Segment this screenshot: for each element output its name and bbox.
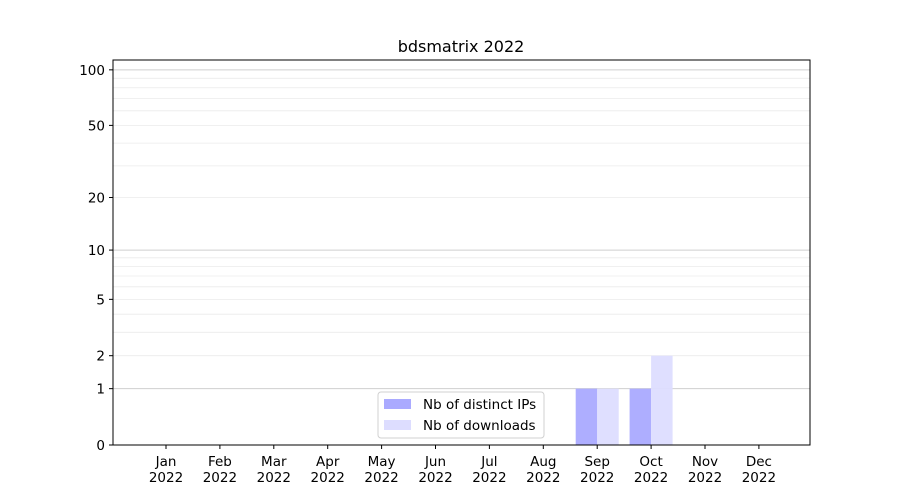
legend-box — [377, 391, 545, 439]
x-tick-label: Sep 2022 — [580, 454, 614, 486]
x-tick-label: Nov 2022 — [688, 454, 722, 486]
legend-swatch — [384, 399, 411, 409]
plot-frame — [112, 59, 811, 446]
legend: Nb of distinct IPs Nb of downloads — [377, 391, 545, 439]
y-tick-label: 100 — [79, 63, 105, 79]
legend-label: Nb of downloads — [423, 418, 536, 434]
y-tick-label: 0 — [96, 438, 105, 454]
x-tick-label: Apr 2022 — [311, 454, 345, 486]
y-tick-label: 20 — [88, 191, 105, 207]
x-tick-label: Jan 2022 — [149, 454, 183, 486]
y-tick-label: 50 — [88, 118, 105, 134]
x-tick-label: Aug 2022 — [526, 454, 560, 486]
legend-swatch — [384, 420, 411, 430]
y-tick-label: 10 — [88, 243, 105, 259]
bar-downloads — [597, 388, 619, 445]
y-tick-label: 1 — [96, 382, 105, 398]
legend-label: Nb of distinct IPs — [423, 397, 536, 413]
x-tick-label: Jul 2022 — [472, 454, 506, 486]
x-tick-label: Oct 2022 — [634, 454, 668, 486]
chart-title: bdsmatrix 2022 — [398, 37, 525, 56]
x-tick-label: May 2022 — [364, 454, 398, 486]
x-tick-label: Feb 2022 — [203, 454, 237, 486]
y-tick-label: 2 — [96, 349, 105, 365]
bar-distinct-ips — [575, 388, 598, 445]
y-tick-label: 5 — [96, 292, 105, 308]
x-tick-label: Jun 2022 — [418, 454, 452, 486]
bar-distinct-ips — [629, 388, 652, 445]
x-tick-label: Dec 2022 — [742, 454, 776, 486]
bar-downloads — [651, 355, 673, 445]
x-tick-label: Mar 2022 — [257, 454, 291, 486]
